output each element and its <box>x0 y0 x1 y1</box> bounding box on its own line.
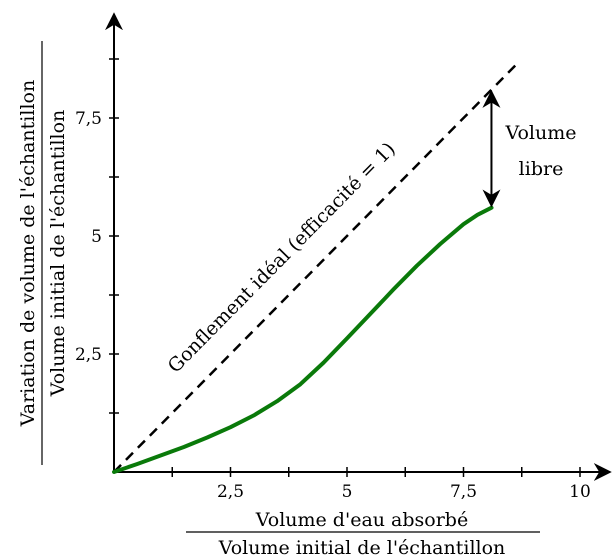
y-tick-label: 5 <box>91 227 102 247</box>
y-tick-label: 7,5 <box>75 109 102 129</box>
y-axis-label-numerator: Variation de volume de l'échantillon <box>17 80 39 427</box>
y-axis-label: Variation de volume de l'échantillon Vol… <box>17 41 69 465</box>
ideal-swelling-line <box>113 60 521 473</box>
x-tick-label: 2,5 <box>217 482 244 502</box>
axes <box>105 12 612 481</box>
measured-swelling-curve <box>112 205 494 474</box>
free-volume-label-line-1: Volume <box>505 122 577 144</box>
y-ticks: 2,5 5 7,5 <box>75 58 119 414</box>
x-tick-label: 7,5 <box>450 482 477 502</box>
x-axis-label-denominator: Volume initial de l'échantillon <box>218 537 506 559</box>
y-axis-label-denominator: Volume initial de l'échantillon <box>47 110 69 398</box>
y-tick-label: 2,5 <box>75 345 102 365</box>
x-ticks: 2,5 5 7,5 10 <box>171 467 591 502</box>
free-volume-label-line-2: libre <box>519 158 564 180</box>
ideal-line-label: Gonflement idéal (efficacité = 1) <box>164 138 400 377</box>
x-tick-label: 5 <box>342 482 353 502</box>
x-tick-label: 10 <box>569 482 591 502</box>
x-axis-label-numerator: Volume d'eau absorbé <box>255 509 468 531</box>
x-axis-label: Volume d'eau absorbé Volume initial de l… <box>186 509 540 559</box>
